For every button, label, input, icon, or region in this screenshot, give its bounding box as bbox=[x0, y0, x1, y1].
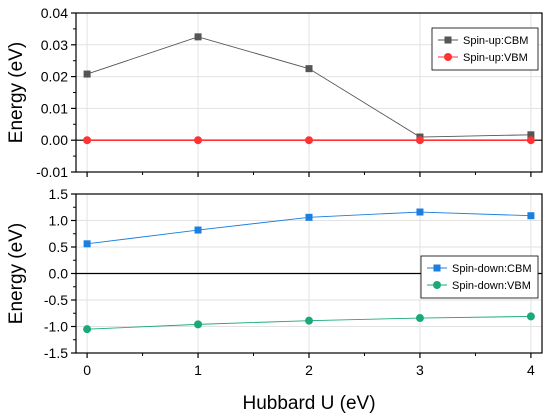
point-spin-down-cbm-4 bbox=[527, 212, 535, 220]
y-tick-label: -1.0 bbox=[44, 319, 68, 335]
legend-label-spin-down-cbm: Spin-down:CBM bbox=[452, 263, 531, 275]
y-tick-label: 1.5 bbox=[49, 186, 69, 202]
y-tick-label: -0.01 bbox=[36, 164, 68, 180]
x-tick-label: 3 bbox=[416, 362, 424, 378]
bottom-legend: Spin-down:CBM Spin-down:VBM bbox=[420, 255, 539, 299]
x-tick-label: 1 bbox=[194, 362, 202, 378]
bottom-y-axis-title: Energy (eV) bbox=[6, 223, 27, 324]
bottom-panel: -1.5 -1.0 -0.5 0.0 0.5 1.0 1.5 0 1 2 3 4 Energy (eV… bbox=[6, 186, 543, 414]
top-panel: -0.01 0.00 0.01 0.02 0.03 0.04 Energy (eV) Sp… bbox=[6, 5, 543, 180]
point-spin-down-cbm-1 bbox=[194, 226, 202, 234]
point-spin-up-vbm-2 bbox=[305, 136, 313, 145]
y-tick-label: 0.02 bbox=[41, 69, 68, 85]
point-spin-up-cbm-0 bbox=[83, 70, 91, 78]
point-spin-up-cbm-1 bbox=[194, 33, 202, 41]
point-spin-down-vbm-2 bbox=[305, 316, 313, 325]
y-tick-label: 0.03 bbox=[41, 37, 68, 53]
top-ticks: -0.01 0.00 0.01 0.02 0.03 0.04 bbox=[36, 5, 532, 180]
bottom-series-layer bbox=[83, 208, 535, 334]
legend-marker-spin-up-cbm bbox=[444, 36, 452, 44]
y-tick-label: -1.5 bbox=[44, 345, 68, 361]
point-spin-up-vbm-4 bbox=[526, 136, 535, 145]
legend-box bbox=[431, 27, 539, 71]
point-spin-down-vbm-0 bbox=[83, 325, 92, 334]
y-tick-label: 0.5 bbox=[49, 239, 69, 255]
point-spin-down-cbm-3 bbox=[416, 208, 424, 216]
bottom-ticks: -1.5 -1.0 -0.5 0.0 0.5 1.0 1.5 0 1 2 3 4 bbox=[44, 186, 535, 378]
point-spin-up-vbm-1 bbox=[194, 136, 203, 145]
y-tick-label: 0.01 bbox=[41, 100, 68, 116]
x-tick-label: 4 bbox=[527, 362, 535, 378]
point-spin-up-vbm-0 bbox=[83, 136, 92, 145]
point-spin-down-cbm-0 bbox=[83, 240, 91, 248]
legend-label-spin-up-cbm: Spin-up:CBM bbox=[463, 35, 528, 47]
point-spin-down-vbm-4 bbox=[526, 312, 535, 321]
top-legend: Spin-up:CBM Spin-up:VBM bbox=[431, 27, 539, 71]
legend-box bbox=[420, 255, 539, 299]
y-tick-label: 1.0 bbox=[49, 213, 69, 229]
y-tick-label: 0.0 bbox=[49, 266, 69, 282]
point-spin-down-cbm-2 bbox=[305, 213, 313, 221]
point-spin-down-vbm-1 bbox=[194, 320, 203, 329]
top-y-axis-title: Energy (eV) bbox=[6, 42, 27, 143]
y-tick-label: -0.5 bbox=[44, 292, 68, 308]
legend-marker-spin-down-cbm bbox=[433, 264, 441, 272]
x-axis-title: Hubbard U (eV) bbox=[242, 393, 375, 414]
y-tick-label: 0.04 bbox=[41, 5, 68, 21]
legend-marker-spin-up-vbm bbox=[444, 53, 452, 61]
point-spin-up-vbm-3 bbox=[415, 136, 424, 145]
x-tick-label: 2 bbox=[305, 362, 313, 378]
point-spin-down-vbm-3 bbox=[415, 314, 424, 323]
legend-label-spin-up-vbm: Spin-up:VBM bbox=[463, 52, 528, 64]
x-tick-label: 0 bbox=[83, 362, 91, 378]
point-spin-up-cbm-2 bbox=[305, 65, 313, 73]
point-spin-up-cbm-4 bbox=[527, 131, 535, 139]
legend-label-spin-down-vbm: Spin-down:VBM bbox=[452, 280, 531, 292]
top-series-layer bbox=[83, 33, 535, 145]
legend-marker-spin-down-vbm bbox=[433, 281, 441, 289]
y-tick-label: 0.00 bbox=[41, 132, 68, 148]
